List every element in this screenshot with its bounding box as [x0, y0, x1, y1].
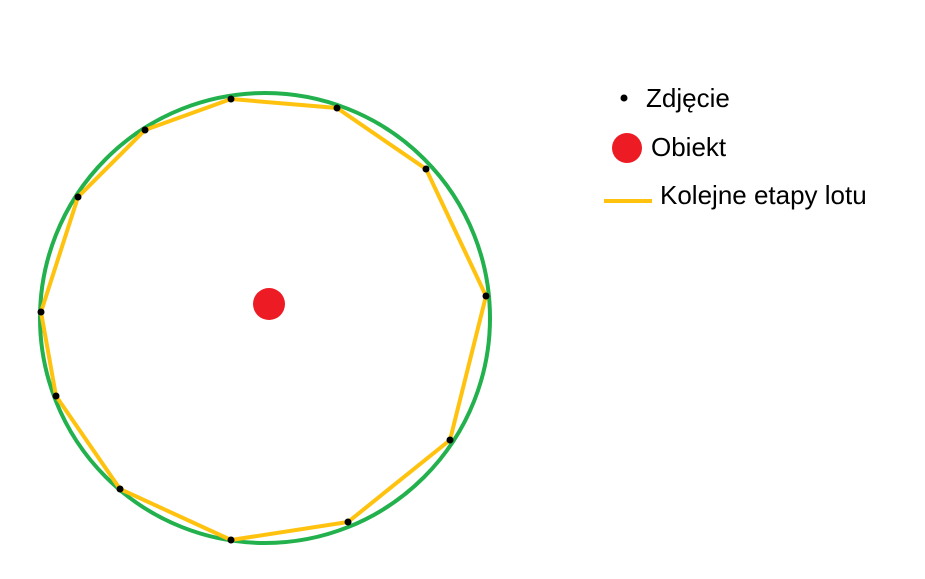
photo-point-2: [333, 104, 341, 112]
legend: Zdjęcie Obiekt Kolejne etapy lotu: [604, 83, 867, 210]
photo-points: [37, 95, 490, 544]
photo-point-5: [446, 436, 454, 444]
legend-object-label: Obiekt: [651, 132, 727, 162]
photo-point-1: [227, 95, 235, 103]
photo-point-8: [116, 485, 124, 493]
photo-point-6: [344, 518, 352, 526]
photo-point-7: [227, 536, 235, 544]
flight-path-polygon: [38, 96, 489, 543]
photo-point-4: [482, 292, 490, 300]
photo-point-12: [141, 126, 149, 134]
legend-photo-label: Zdjęcie: [646, 83, 730, 113]
legend-photo-icon: [620, 94, 628, 102]
photo-point-10: [37, 308, 45, 316]
photo-point-3: [422, 165, 430, 173]
object-marker: [253, 288, 285, 320]
photo-point-11: [74, 193, 82, 201]
legend-flight-label: Kolejne etapy lotu: [660, 180, 867, 210]
orbit-circle: [38, 91, 492, 545]
legend-object-icon: [612, 133, 642, 163]
photo-point-9: [52, 392, 60, 400]
